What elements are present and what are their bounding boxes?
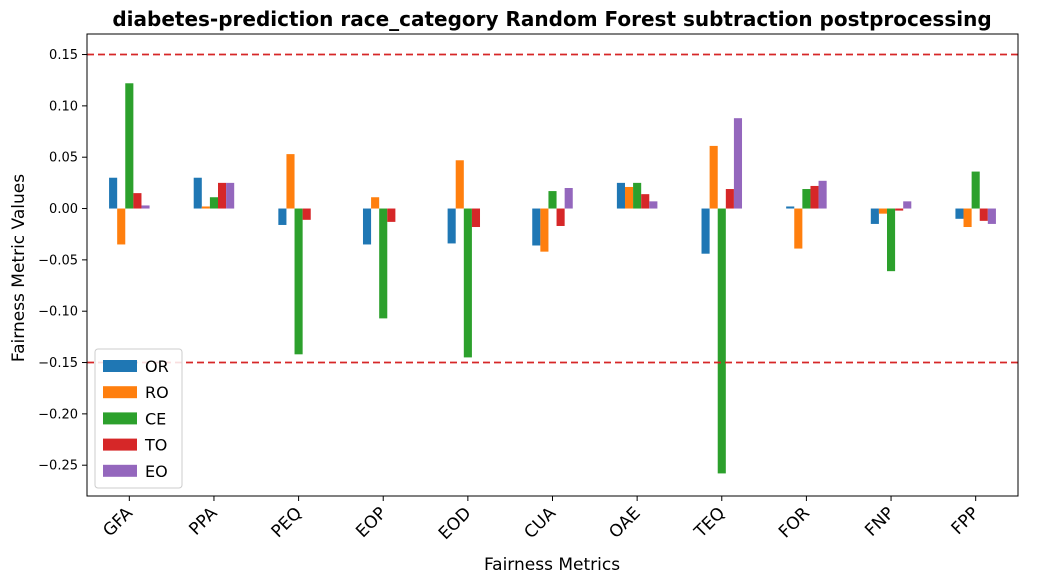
bar-eo-teq [733, 118, 743, 209]
y-tick-label: −0.15 [38, 356, 78, 371]
bar-ro-peq [286, 154, 295, 209]
bar-eo-oae [649, 201, 658, 209]
bar-ce-oae [633, 182, 642, 209]
bar-or-oae [616, 182, 625, 209]
legend-label-eo: EO [145, 462, 168, 481]
chart-title: diabetes-prediction race_category Random… [112, 7, 991, 31]
bar-ro-cua [540, 208, 549, 252]
y-tick-label: −0.25 [38, 459, 78, 474]
bar-or-eod [447, 208, 456, 244]
bar-eo-gfa [141, 205, 150, 209]
legend-swatch-eo [103, 464, 137, 477]
x-tick-label-cua: CUA [520, 503, 560, 543]
legend-label-ro: RO [145, 383, 169, 402]
x-axis-label: Fairness Metrics [484, 555, 620, 575]
legend: OR RO CE TO EO [94, 348, 183, 489]
y-tick-label: 0.15 [49, 48, 78, 63]
y-tick-label: −0.05 [38, 253, 78, 268]
legend-label-to: TO [144, 436, 167, 455]
bar-ce-fpp [971, 171, 980, 209]
legend-swatch-to [103, 438, 137, 451]
x-tick-label-eod: EOD [435, 503, 475, 543]
bar-or-gfa [109, 177, 118, 209]
y-tick-label: 0.10 [49, 99, 78, 114]
legend-label-ce: CE [145, 409, 166, 428]
bar-ro-for [794, 208, 803, 249]
x-tick-label-fnp: FNP [861, 503, 898, 540]
x-tick-label-gfa: GFA [99, 503, 137, 541]
bar-ce-peq [294, 208, 303, 355]
x-tick-label-teq: TEQ [690, 503, 729, 542]
legend-frame [94, 348, 183, 489]
y-tick-label: −0.20 [38, 407, 78, 422]
bar-ce-ppa [209, 197, 218, 209]
bar-ce-fnp [887, 208, 896, 272]
legend-label-or: OR [145, 357, 169, 376]
bar-to-for [810, 185, 819, 209]
bar-ce-cua [548, 191, 557, 209]
bar-ce-for [802, 189, 811, 209]
plot-frame [86, 33, 1019, 497]
bar-ce-gfa [125, 83, 134, 209]
bar-or-fpp [955, 208, 964, 219]
x-tick-label-ppa: PPA [185, 503, 221, 539]
bar-to-teq [725, 189, 734, 209]
bar-to-fnp [895, 208, 904, 211]
x-tick-label-fpp: FPP [948, 503, 984, 539]
bar-or-teq [701, 208, 710, 254]
bar-to-eop [387, 208, 396, 222]
bar-to-fpp [979, 208, 988, 221]
bar-or-peq [278, 208, 287, 225]
y-tick-label: 0.00 [49, 202, 78, 217]
x-tick-label-for: FOR [775, 503, 814, 542]
legend-swatch-or [103, 360, 137, 372]
bar-or-eop [362, 208, 372, 245]
bar-ce-eod [463, 208, 472, 358]
bar-ce-teq [717, 208, 726, 474]
x-tick-label-eop: EOP [352, 503, 390, 541]
bar-eo-fnp [903, 201, 912, 209]
bar-ce-eop [379, 208, 388, 319]
bar-ro-oae [624, 186, 634, 209]
legend-swatch-ro [103, 386, 137, 399]
bar-to-peq [302, 208, 311, 220]
bar-or-fnp [870, 208, 879, 224]
bar-or-for [786, 206, 795, 209]
bar-eo-for [818, 180, 827, 209]
bar-ro-eod [455, 160, 464, 209]
bar-to-gfa [133, 193, 142, 209]
bar-ro-teq [709, 145, 718, 209]
bar-ro-ppa [201, 206, 210, 209]
bar-to-eod [471, 208, 481, 228]
y-tick-label: 0.05 [49, 151, 78, 166]
plot-area: −0.25 −0.20 −0.15 −0.10 −0.05 0.00 0.05 0.10 0.1… [38, 33, 1019, 544]
bar-ro-eop [371, 197, 380, 209]
y-tick-label: −0.10 [38, 305, 78, 320]
bar-to-ppa [218, 182, 227, 209]
x-tick-label-oae: OAE [605, 503, 644, 542]
bar-to-oae [641, 194, 650, 209]
bar-or-ppa [193, 177, 202, 209]
bar-ro-fpp [963, 208, 972, 228]
legend-swatch-ce [103, 412, 137, 425]
bar-or-cua [532, 208, 541, 246]
bar-eo-ppa [226, 182, 235, 209]
x-tick-label-peq: PEQ [268, 503, 306, 541]
bar-ro-fnp [878, 208, 887, 214]
bar-to-cua [556, 208, 565, 226]
bar-eo-cua [564, 188, 573, 209]
y-axis-label: Fairness Metric Values [9, 174, 29, 362]
bar-ro-gfa [117, 208, 126, 245]
bar-eo-fpp [987, 208, 996, 224]
